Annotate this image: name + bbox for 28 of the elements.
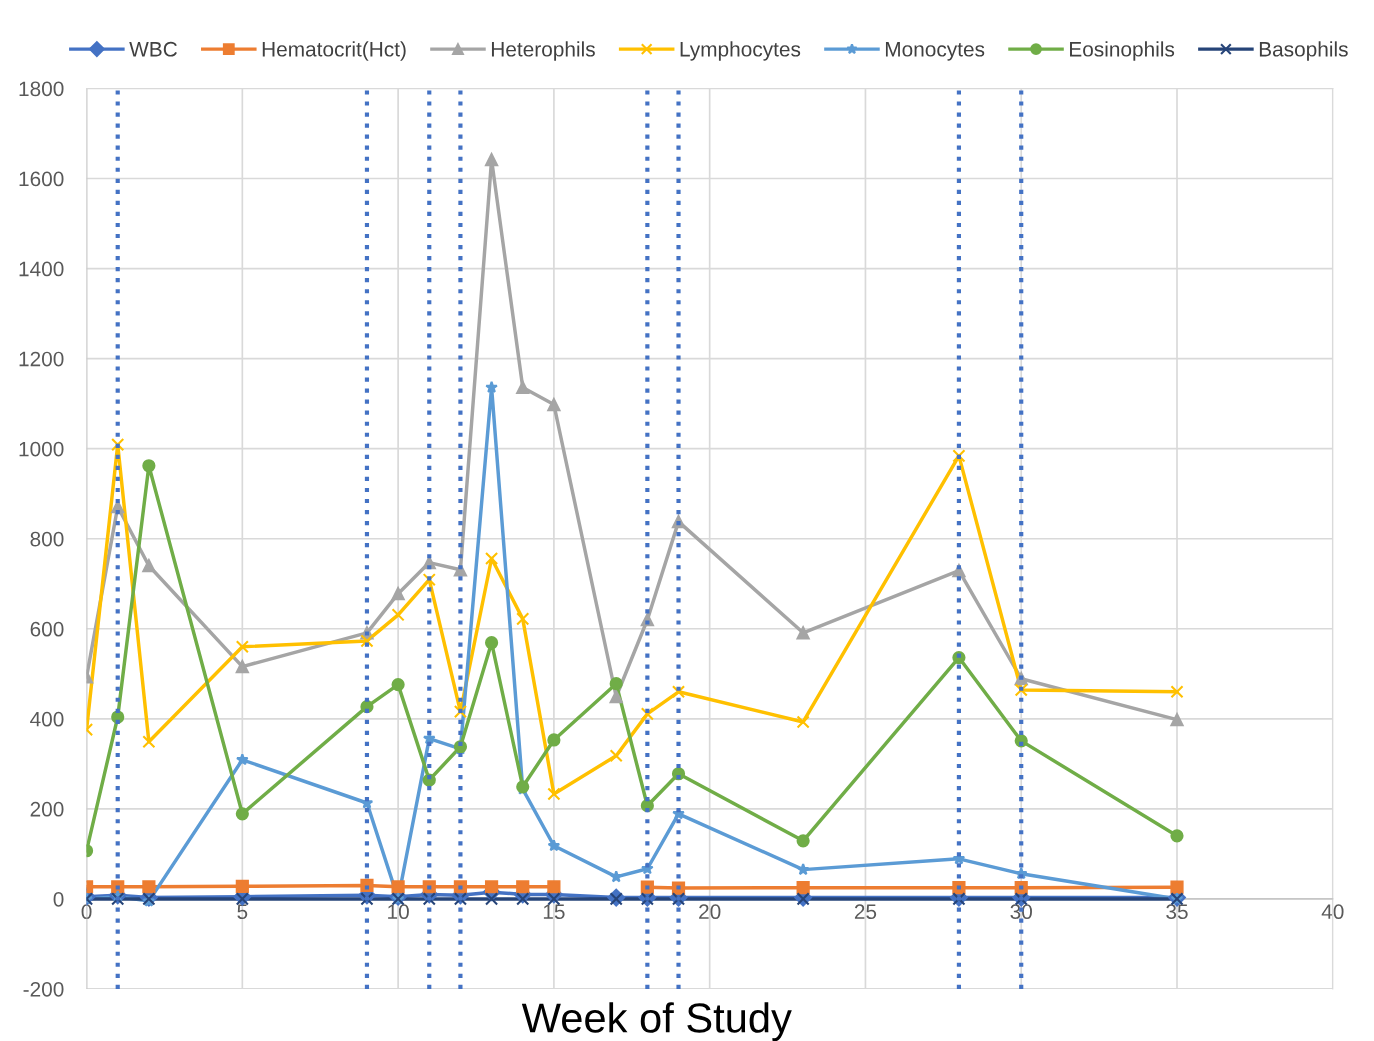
legend-label: Heterophils: [491, 41, 595, 61]
x-tick-label: 15: [543, 904, 565, 920]
x-tick-label: 5: [237, 904, 248, 920]
y-tick-label: 400: [30, 711, 64, 727]
x-tick-label: 20: [699, 904, 721, 920]
y-tick-label: 200: [30, 801, 64, 817]
legend-label: Hematocrit(Hct): [262, 41, 406, 61]
x-axis-title: Week of Study: [521, 1002, 792, 1041]
x-tick-label: 40: [1321, 904, 1344, 920]
y-tick-label: -200: [23, 981, 64, 997]
legend-label: Monocytes: [885, 42, 985, 61]
y-tick-label: 1800: [19, 81, 64, 97]
x-tick-label: 35: [1166, 904, 1188, 920]
y-tick-label: 0: [53, 891, 64, 907]
legend-label: WBC: [129, 41, 177, 57]
y-tick-label: 800: [30, 531, 64, 547]
legend-label: Eosinophils: [1070, 41, 1175, 61]
y-tick-label: 1200: [19, 351, 64, 367]
x-tick-label: 30: [1010, 904, 1032, 920]
y-tick-label: 1400: [19, 261, 64, 277]
y-tick-label: 600: [30, 621, 64, 637]
y-tick-label: 1000: [19, 441, 64, 457]
legend-label: Basophils: [1259, 41, 1348, 61]
x-tick-label: 0: [81, 904, 92, 920]
x-tick-label: 25: [854, 904, 877, 920]
y-tick-label: 1600: [19, 171, 64, 187]
legend-label: Lymphocytes: [680, 41, 801, 61]
x-tick-label: 10: [388, 904, 409, 920]
